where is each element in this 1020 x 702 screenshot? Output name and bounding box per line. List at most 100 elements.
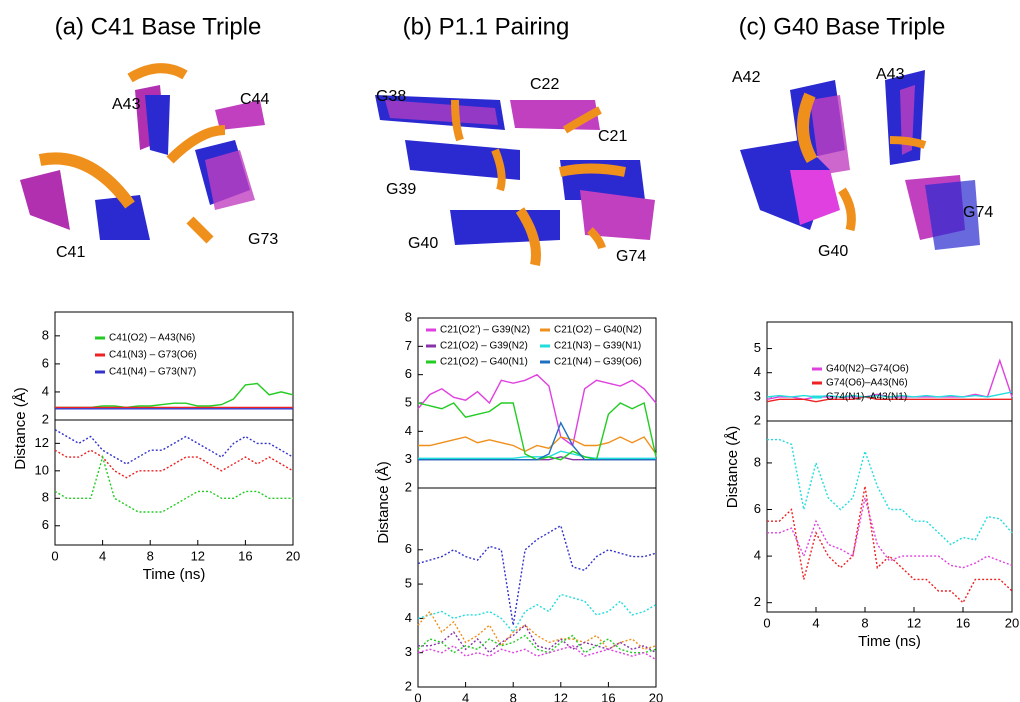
y-tick-label: 2 (754, 594, 761, 609)
residue-label: C21 (598, 128, 627, 145)
x-tick-label: 16 (238, 548, 252, 563)
series-line (55, 430, 293, 464)
residue-label: C41 (56, 244, 85, 261)
legend-label: G74(O6)–A43(N6) (826, 378, 908, 389)
x-axis-label: Time (ns) (858, 633, 921, 650)
series-line (55, 457, 293, 512)
panel-title: (a) C41 Base Triple (55, 13, 262, 40)
y-tick-label: 8 (42, 490, 49, 505)
residue-label: G40 (408, 235, 438, 252)
residue-label: G39 (386, 181, 416, 198)
y-tick-label: 7 (405, 338, 412, 353)
x-tick-label: 4 (812, 615, 819, 630)
series-line (418, 451, 656, 458)
y-axis-label: Distance (Å) (375, 461, 392, 544)
y-tick-label: 4 (754, 364, 761, 379)
residue-label: A43 (112, 96, 141, 113)
y-tick-label: 2 (405, 479, 412, 494)
x-tick-label: 8 (510, 690, 517, 702)
series-line (55, 450, 293, 478)
plot-frame (767, 421, 1012, 612)
y-tick-label: 2 (405, 678, 412, 693)
x-tick-label: 16 (601, 690, 615, 702)
panel-title: (c) G40 Base Triple (739, 13, 946, 40)
residue-label: G38 (376, 88, 406, 105)
y-tick-label: 3 (405, 451, 412, 466)
y-tick-label: 4 (405, 610, 412, 625)
x-tick-label: 12 (554, 690, 568, 702)
series-line (55, 384, 293, 408)
y-tick-label: 2 (754, 412, 761, 427)
residue-label: G73 (248, 231, 278, 248)
series-line (418, 375, 656, 446)
y-tick-label: 5 (405, 394, 412, 409)
series-line (418, 403, 656, 460)
residue-label: G40 (818, 243, 848, 260)
series-line (418, 612, 656, 650)
residue-label: A42 (732, 69, 761, 86)
y-tick-label: 5 (405, 576, 412, 591)
y-tick-label: 6 (754, 501, 761, 516)
x-tick-label: 8 (861, 615, 868, 630)
y-tick-label: 5 (754, 340, 761, 355)
y-tick-label: 12 (35, 435, 49, 450)
series-line (418, 594, 656, 632)
y-tick-label: 10 (35, 462, 49, 477)
x-tick-label: 12 (191, 548, 205, 563)
y-axis-label: Distance (Å) (12, 387, 29, 470)
series-line (418, 646, 656, 660)
series-line (767, 486, 1012, 603)
series-line (418, 437, 656, 454)
x-tick-label: 4 (462, 690, 469, 702)
residue-label: C22 (530, 76, 559, 93)
residue-label: C44 (240, 91, 269, 108)
y-tick-label: 3 (405, 644, 412, 659)
legend-label: C41(O2) – A43(N6) (109, 333, 195, 344)
legend-label: C41(N3) – G73(O6) (109, 350, 197, 361)
residue-label: A43 (876, 66, 905, 83)
residue-label: G74 (963, 204, 993, 221)
y-tick-label: 2 (42, 411, 49, 426)
legend-label: C21(N3) – G39(N1) (554, 341, 641, 352)
legend-label: C21(O2) – G40(N1) (440, 357, 528, 368)
plot-frame (55, 420, 293, 545)
y-tick-label: 6 (405, 366, 412, 381)
x-tick-label: 20 (649, 690, 663, 702)
figure: (a) C41 Base Triple (b) P1.1 Pairing (c)… (0, 0, 1020, 702)
y-tick-label: 8 (754, 454, 761, 469)
y-tick-label: 8 (405, 309, 412, 324)
legend-label: C21(O2’) – G39(N2) (440, 325, 530, 336)
y-tick-label: 3 (754, 388, 761, 403)
x-tick-label: 0 (763, 615, 770, 630)
plot-frame (418, 488, 656, 687)
y-axis-label: Distance (Å) (724, 426, 741, 509)
series-line (418, 526, 656, 626)
legend-label: C41(N4) – G73(N7) (109, 367, 196, 378)
legend-label: C21(O2) – G40(N2) (554, 325, 642, 336)
y-tick-label: 6 (405, 541, 412, 556)
y-tick-label: 4 (42, 383, 49, 398)
x-tick-label: 12 (907, 615, 921, 630)
y-tick-label: 4 (405, 423, 412, 438)
molecule-c (740, 70, 980, 250)
legend-label: G40(N2)–G74(O6) (826, 364, 909, 375)
series-line (418, 423, 656, 460)
legend-label: C21(O2) – G39(N2) (440, 341, 528, 352)
panel-title: (b) P1.1 Pairing (403, 13, 570, 40)
series-line (767, 440, 1012, 545)
y-tick-label: 6 (42, 517, 49, 532)
x-tick-label: 0 (414, 690, 421, 702)
x-tick-label: 8 (147, 548, 154, 563)
legend-label: C21(N4) – G39(O6) (554, 357, 642, 368)
molecule-a (20, 68, 265, 240)
y-tick-label: 6 (42, 355, 49, 370)
series-line (418, 636, 656, 653)
y-tick-label: 8 (42, 327, 49, 342)
residue-label: G74 (616, 248, 646, 265)
x-tick-label: 0 (51, 548, 58, 563)
x-tick-label: 20 (1005, 615, 1019, 630)
x-axis-label: Time (ns) (143, 566, 206, 583)
x-tick-label: 4 (99, 548, 106, 563)
y-tick-label: 4 (754, 548, 761, 563)
legend-label: G74(N1)–A43(N1) (826, 392, 907, 403)
